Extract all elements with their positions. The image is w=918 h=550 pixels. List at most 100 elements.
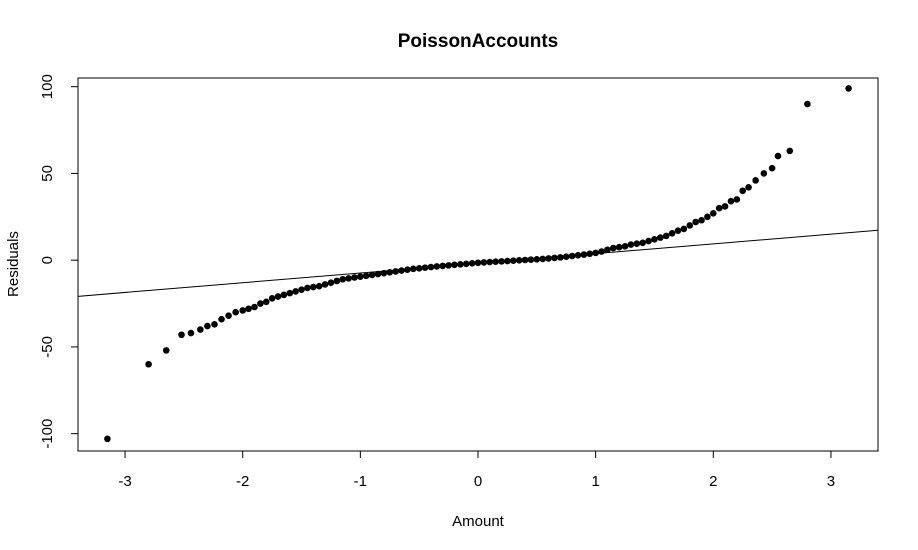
data-point bbox=[586, 250, 594, 258]
data-point bbox=[292, 288, 299, 295]
data-point bbox=[745, 183, 752, 191]
data-point bbox=[451, 261, 458, 269]
data-point bbox=[804, 100, 811, 108]
data-point bbox=[686, 222, 694, 229]
data-point bbox=[225, 312, 232, 319]
data-point bbox=[439, 262, 447, 270]
data-point bbox=[211, 321, 218, 328]
data-point bbox=[598, 248, 605, 255]
data-point bbox=[286, 289, 294, 297]
data-point bbox=[760, 170, 768, 177]
data-point bbox=[515, 257, 523, 264]
data-point bbox=[333, 277, 341, 285]
data-point bbox=[521, 256, 529, 264]
data-point bbox=[298, 286, 305, 293]
data-point bbox=[604, 246, 611, 254]
data-point bbox=[262, 298, 270, 306]
data-point bbox=[492, 258, 499, 266]
data-point bbox=[398, 267, 405, 274]
data-point bbox=[197, 326, 204, 333]
x-tick-label: -2 bbox=[236, 473, 249, 490]
data-point bbox=[257, 300, 264, 307]
data-point bbox=[309, 283, 317, 291]
data-point bbox=[709, 210, 717, 217]
data-point bbox=[462, 260, 470, 268]
data-point bbox=[562, 253, 570, 260]
data-point bbox=[351, 274, 358, 281]
data-point bbox=[733, 196, 741, 203]
data-point bbox=[162, 347, 170, 354]
data-point bbox=[268, 295, 276, 302]
data-point bbox=[557, 254, 564, 261]
data-point bbox=[274, 293, 282, 300]
data-point bbox=[245, 305, 252, 313]
data-point bbox=[187, 329, 195, 337]
data-point bbox=[427, 263, 435, 271]
data-point bbox=[178, 331, 185, 339]
data-point bbox=[662, 232, 670, 240]
data-point bbox=[357, 273, 364, 280]
data-point bbox=[368, 271, 376, 279]
data-point bbox=[468, 259, 476, 267]
data-point bbox=[457, 261, 464, 268]
data-point bbox=[568, 252, 576, 260]
data-point bbox=[232, 308, 239, 316]
data-point bbox=[551, 254, 558, 262]
data-points bbox=[104, 85, 852, 443]
x-axis-label: Amount bbox=[452, 513, 505, 530]
data-point bbox=[768, 164, 776, 172]
data-point bbox=[304, 284, 311, 292]
data-point bbox=[392, 268, 399, 275]
data-point bbox=[727, 197, 735, 205]
data-point bbox=[739, 187, 747, 195]
data-point bbox=[486, 258, 494, 266]
data-point bbox=[509, 257, 517, 264]
data-point bbox=[145, 360, 152, 368]
y-axis-label: Residuals bbox=[5, 231, 22, 297]
data-point bbox=[651, 236, 658, 243]
data-point bbox=[627, 241, 635, 248]
data-point bbox=[374, 270, 382, 278]
data-point bbox=[533, 255, 541, 263]
y-tick-label: 0 bbox=[39, 256, 56, 264]
data-point bbox=[580, 251, 588, 258]
data-point bbox=[657, 234, 664, 241]
data-point bbox=[498, 258, 505, 265]
y-tick-label: -50 bbox=[39, 336, 56, 358]
x-tick-label: 3 bbox=[827, 473, 835, 490]
data-point bbox=[239, 307, 247, 314]
data-point bbox=[680, 225, 688, 233]
data-point bbox=[380, 269, 388, 277]
data-point bbox=[615, 243, 623, 251]
x-tick-label: -1 bbox=[354, 473, 367, 490]
data-point bbox=[592, 249, 599, 257]
data-point bbox=[645, 237, 652, 245]
y-tick-label: 50 bbox=[39, 165, 56, 182]
data-point bbox=[704, 213, 711, 221]
plot-area bbox=[78, 85, 878, 443]
data-point bbox=[409, 265, 417, 273]
data-point bbox=[504, 257, 511, 265]
data-point bbox=[527, 256, 535, 263]
data-point bbox=[721, 203, 729, 210]
data-point bbox=[104, 435, 111, 443]
data-point bbox=[218, 315, 225, 323]
data-point bbox=[386, 269, 394, 276]
data-point bbox=[445, 262, 452, 269]
data-point bbox=[674, 227, 682, 234]
data-point bbox=[545, 255, 552, 262]
data-point bbox=[698, 216, 705, 224]
data-point bbox=[404, 266, 411, 274]
data-point bbox=[421, 264, 429, 271]
data-point bbox=[621, 242, 629, 250]
data-point bbox=[345, 275, 352, 282]
data-point bbox=[204, 322, 211, 330]
data-point bbox=[480, 259, 488, 266]
data-point bbox=[574, 252, 582, 259]
data-point bbox=[415, 265, 423, 272]
data-point bbox=[433, 263, 441, 270]
x-tick-label: 1 bbox=[591, 473, 599, 490]
data-point bbox=[327, 279, 335, 287]
chart-title: PoissonAccounts bbox=[398, 31, 558, 52]
